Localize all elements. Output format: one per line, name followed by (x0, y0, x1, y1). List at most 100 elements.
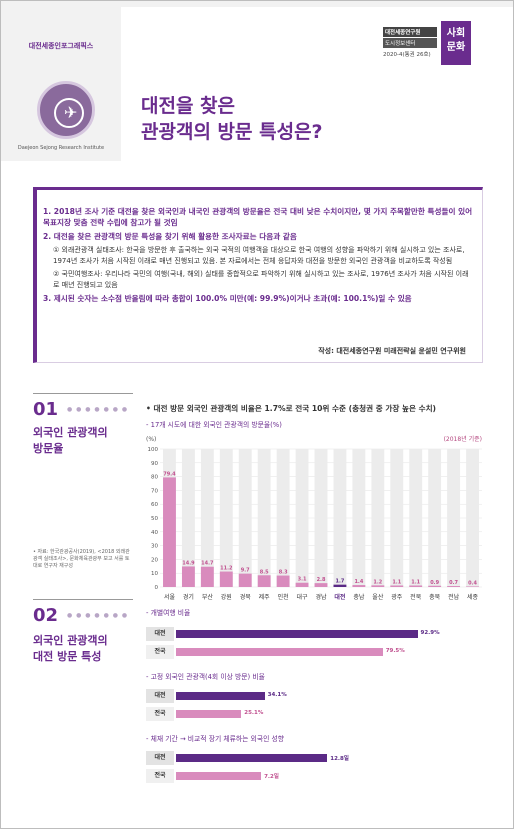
x-tick-label-9: 대전 (334, 593, 346, 601)
chart3-row-daejeon: 대전 12.8일 (146, 751, 486, 765)
y-unit-label: (%) (146, 436, 156, 443)
y-tick-label: 0 (155, 585, 159, 591)
x-tick-label-12: 광주 (391, 594, 403, 601)
data-label-12: 1.1 (392, 579, 401, 585)
row-label: 전국 (146, 645, 174, 659)
bar-track (295, 449, 309, 587)
airplane-icon: ✈ (64, 103, 78, 122)
x-tick-label-5: 제주 (259, 593, 271, 601)
y-tick-label: 100 (148, 447, 159, 453)
row-label: 대전 (146, 751, 174, 765)
bar-track (200, 449, 214, 587)
bar-12 (390, 585, 404, 587)
data-label-6: 8.3 (279, 570, 288, 576)
data-label-8: 2.8 (317, 577, 326, 583)
emblem: ✈ (37, 81, 95, 139)
series-name: 대전세종인포그래픽스 (28, 42, 94, 50)
section2-title-line2: 대전 방문 특성 (33, 650, 102, 663)
summary-sub-1: ① 외래관광객 실태조사: 한국을 방문한 후 출국하는 외국 국적의 여행객을… (53, 246, 465, 265)
bar-track (333, 449, 347, 587)
bar-2 (200, 566, 214, 587)
x-tick-label-2: 부산 (202, 593, 214, 601)
bar-15 (447, 586, 461, 587)
bar-value: 7.2일 (264, 774, 279, 780)
summary-item-3: 3. 제시된 숫자는 소수점 반올림에 따라 총합이 100.0% 미만(예: … (43, 294, 412, 303)
bar-track (371, 449, 385, 587)
chart1-row-national: 전국 79.5% (146, 645, 486, 659)
bar-4 (238, 573, 252, 587)
bar-track (390, 449, 404, 587)
x-tick-label-4: 경북 (240, 594, 252, 601)
top-rule (121, 1, 513, 7)
visit-rate-chart: (%) (2018년 기준) 0 10 20 30 40 50 60 70 80 90 100 79.4 서… (146, 431, 486, 603)
chart1-row-daejeon: 대전 92.9% (146, 627, 486, 641)
bar-3 (219, 571, 233, 587)
bar-value: 25.1% (244, 710, 264, 716)
institute-name: Daejeon Sejong Research Institute (17, 145, 105, 151)
data-label-9: 1.7 (336, 579, 345, 585)
bar-track (352, 449, 366, 587)
x-tick-label-3: 강원 (221, 593, 232, 601)
section1-number: 01 (33, 399, 59, 420)
chart3-row-national: 전국 7.2일 (146, 769, 486, 783)
x-tick-label-15: 전남 (448, 593, 460, 601)
bar-track (314, 449, 328, 587)
bar-track (238, 449, 252, 587)
x-tick-label-8: 경남 (315, 593, 327, 601)
section1-title: 외국인 관광객의 방문율 (33, 425, 108, 457)
y-tick-label: 20 (151, 557, 158, 563)
data-label-1: 14.9 (182, 560, 195, 566)
summary-item-1: 1. 2018년 조사 기준 대전을 찾은 외국인과 내국인 관광객의 방문율은… (43, 207, 473, 227)
y-tick-label: 70 (151, 488, 158, 494)
bar-value: 12.8일 (330, 756, 349, 762)
x-tick-label-11: 울산 (372, 593, 384, 601)
bar-1 (181, 566, 195, 587)
section1-title-line2: 방문율 (33, 442, 64, 455)
y-tick-label: 30 (151, 544, 158, 550)
y-tick-label: 60 (151, 502, 158, 508)
category-line1: 사회 (446, 28, 466, 39)
bar-5 (257, 575, 271, 587)
bar-track: 92.9% (176, 630, 476, 638)
chart1-subhead: - 개별여행 비율 (146, 609, 191, 617)
data-label-14: 0.9 (430, 580, 439, 586)
data-label-0: 79.4 (163, 471, 176, 477)
globe-icon: ✈ (54, 98, 84, 128)
data-label-13: 1.1 (411, 579, 420, 585)
data-label-3: 11.2 (220, 566, 233, 572)
bar-6 (276, 575, 290, 587)
logo-line1: 대전세종연구원 (383, 27, 437, 37)
x-tick-label-14: 충북 (429, 593, 441, 601)
data-label-10: 1.4 (354, 579, 363, 585)
section1-headline: • 대전 방문 외국인 관광객의 비율은 1.7%로 전국 10위 수준 (충청… (146, 404, 437, 413)
summary-sub-2: ② 국민여행조사: 우리나라 국민의 여행(국내, 해외) 실태를 종합적으로 … (53, 270, 469, 289)
row-label: 전국 (146, 707, 174, 721)
bar-track (409, 449, 423, 587)
bar-value: 92.9% (420, 630, 440, 636)
bar-fill (176, 772, 262, 780)
section2-number: 02 (33, 605, 59, 626)
x-tick-label-0: 서울 (164, 593, 176, 601)
x-tick-label-13: 전북 (410, 593, 422, 601)
row-label: 대전 (146, 627, 174, 641)
bar-value: 79.5% (385, 648, 405, 654)
x-tick-label-1: 경기 (183, 593, 194, 601)
page-title: 대전을 찾은 관광객의 방문 특성은? (141, 93, 323, 145)
y-tick-label: 50 (151, 516, 158, 522)
section1-title-line1: 외국인 관광객의 (33, 426, 108, 439)
bar-track (466, 449, 479, 587)
source-note: • 자료: 한국관광공사(2019), <2018 외래관광객 실태조사>, 문… (33, 549, 130, 569)
x-tick-label-16: 세종 (467, 593, 479, 601)
y-tick-label: 80 (151, 475, 158, 481)
x-tick-label-6: 인천 (278, 593, 289, 601)
bar-track (219, 449, 233, 587)
section1-dots: ● ● ● ● ● ● ● (67, 406, 129, 413)
data-label-4: 9.7 (241, 568, 250, 574)
bar-track (257, 449, 271, 587)
bar-track: 34.1% (176, 692, 476, 700)
data-label-5: 8.5 (260, 569, 269, 575)
logo-line2: 도시정보센터 (383, 38, 437, 48)
bar-14 (428, 585, 442, 587)
chart3-subhead: - 체재 기간 → 비교적 장기 체류하는 외국인 성향 (146, 735, 284, 743)
title-line2: 관광객의 방문 특성은? (141, 121, 323, 143)
